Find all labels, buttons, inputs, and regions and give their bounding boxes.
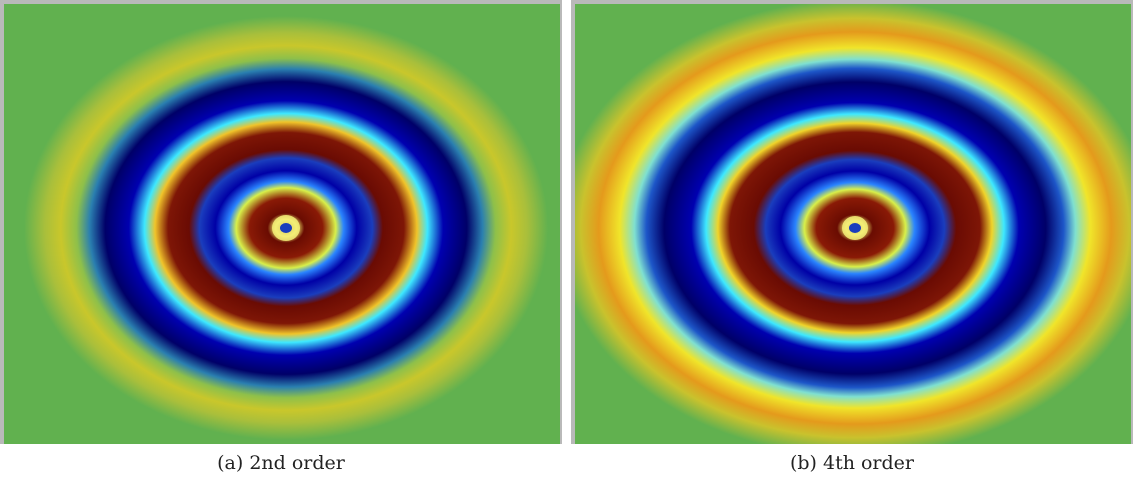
panel-2nd-order (0, 0, 562, 444)
concentric-wave-rings-2nd-order (4, 4, 560, 444)
caption-4th-order: (b) 4th order (789, 452, 915, 474)
panel-4th-order (571, 0, 1133, 444)
caption-2nd-order: (a) 2nd order (217, 452, 345, 474)
concentric-wave-rings-4th-order (575, 4, 1131, 444)
wave-field-image-2nd-order (4, 4, 560, 444)
wave-field-image-4th-order (575, 4, 1131, 444)
